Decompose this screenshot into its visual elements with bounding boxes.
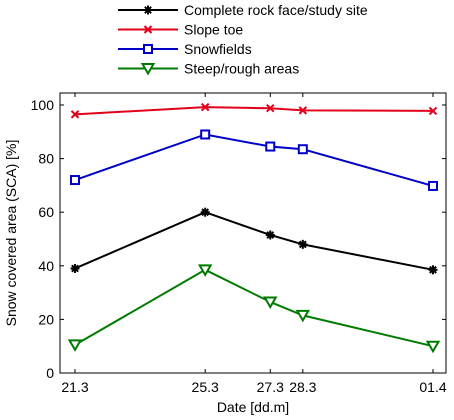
legend-item: Slope toe xyxy=(118,22,243,38)
series-line xyxy=(74,211,434,271)
data-point xyxy=(265,230,275,240)
plot-area-frame xyxy=(59,92,447,374)
data-point xyxy=(428,106,438,116)
x-tick-label: 27.3 xyxy=(257,379,284,395)
y-tick-label: 100 xyxy=(31,97,55,113)
data-point xyxy=(265,141,276,152)
data-point xyxy=(428,180,438,191)
y-tick-label: 60 xyxy=(38,204,54,220)
y-tick-label: 80 xyxy=(38,151,54,167)
legend-marker xyxy=(143,25,153,34)
data-point xyxy=(298,106,308,115)
data-point xyxy=(70,263,80,273)
y-tick-label: 20 xyxy=(38,311,54,327)
legend-item: Complete rock face/study site xyxy=(118,2,368,18)
data-point xyxy=(67,339,83,352)
series-layer xyxy=(67,102,441,354)
data-point xyxy=(428,265,438,275)
x-tick-label: 25.3 xyxy=(192,379,219,395)
data-point xyxy=(70,110,80,119)
data-point xyxy=(197,264,213,277)
legend-label: Complete rock face/study site xyxy=(184,2,368,18)
legend-marker xyxy=(143,44,153,54)
x-axis: 21.3 25.3 27.3 28.3 01.4 xyxy=(61,93,447,395)
legend-label: Slope toe xyxy=(184,22,243,38)
legend: Complete rock face/study site Slope toe Sn… xyxy=(118,2,368,77)
x-axis-label: Date [dd.m] xyxy=(217,399,289,415)
data-point xyxy=(200,129,211,140)
series-line xyxy=(74,268,434,348)
y-tick-label: 0 xyxy=(46,365,54,381)
y-axis-label: Snow covered area (SCA) [%] xyxy=(3,140,19,327)
x-tick-label: 28.3 xyxy=(289,379,316,395)
series-line xyxy=(74,133,434,187)
data-point xyxy=(266,104,275,113)
x-tick-label: 01.4 xyxy=(419,379,446,395)
x-tick-label: 21.3 xyxy=(61,379,88,395)
legend-item: Steep/rough areas xyxy=(118,61,299,77)
data-point xyxy=(298,239,308,249)
legend-marker xyxy=(140,63,156,76)
legend-label: Steep/rough areas xyxy=(184,61,299,77)
legend-label: Snowfields xyxy=(184,41,252,57)
data-point xyxy=(295,309,311,323)
data-point xyxy=(70,175,80,186)
data-point xyxy=(263,296,278,309)
data-point xyxy=(200,102,210,112)
series-0 xyxy=(70,207,438,275)
series-3 xyxy=(67,264,441,354)
series-1 xyxy=(70,102,438,119)
series-line xyxy=(74,106,434,116)
data-point xyxy=(297,144,308,155)
y-tick-label: 40 xyxy=(38,258,54,274)
legend-item: Snowfields xyxy=(118,41,252,57)
legend-marker xyxy=(143,5,153,15)
series-2 xyxy=(70,129,438,191)
y-axis: 0 20 40 60 80 100 xyxy=(31,97,446,381)
data-point xyxy=(200,207,210,217)
data-point xyxy=(425,340,441,354)
